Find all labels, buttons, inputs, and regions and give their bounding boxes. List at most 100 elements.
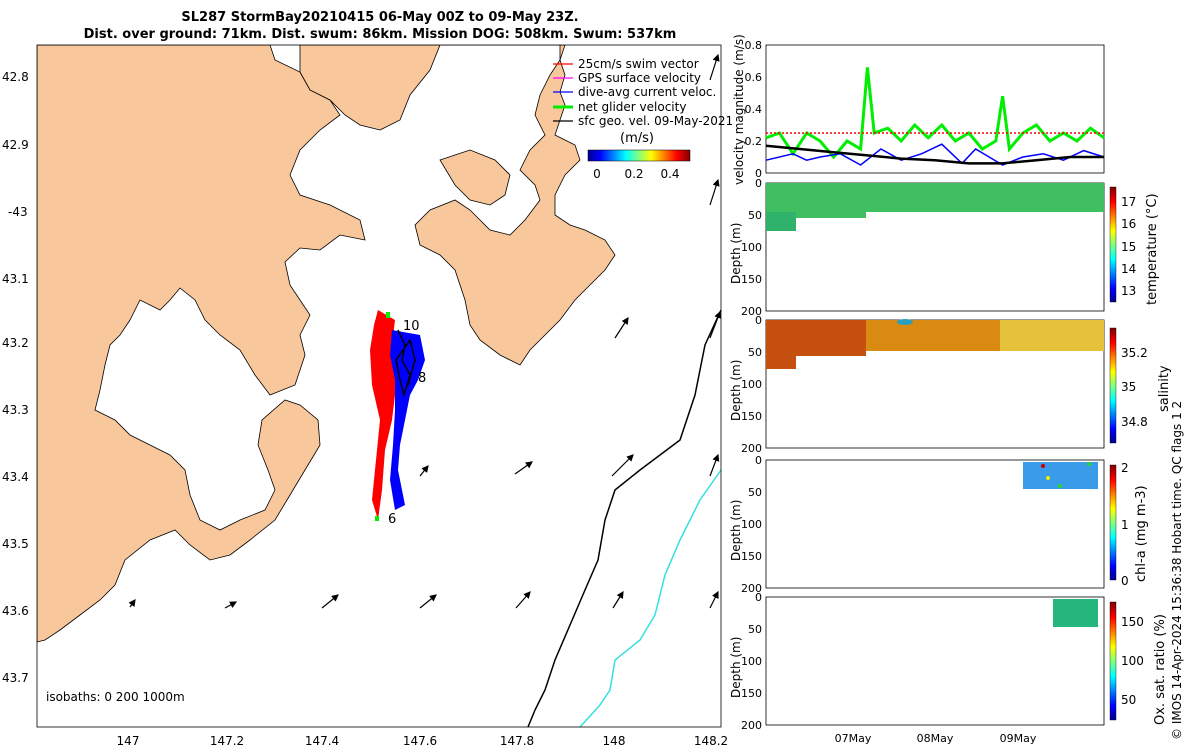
map-x-ticks: 147 147.2 147.4 147.6 147.8 148 148.2 bbox=[117, 734, 729, 748]
chla-spot bbox=[1058, 484, 1062, 488]
map-colorbar-tick-0: 0 bbox=[593, 167, 601, 181]
svg-text:50: 50 bbox=[748, 346, 762, 359]
series-line-dive-avg-current bbox=[765, 143, 1105, 166]
vel-y-tick: 0.2 bbox=[745, 135, 763, 148]
temperature-data bbox=[766, 183, 1104, 231]
svg-text:0: 0 bbox=[755, 177, 762, 190]
time-x-tick: 08May bbox=[917, 732, 954, 745]
salinity-colorbar-ticks: 35.2 35 34.8 bbox=[1121, 346, 1148, 429]
temperature-data-deep bbox=[766, 212, 796, 231]
map-colorbar-tick-2: 0.4 bbox=[660, 167, 679, 181]
figure-title-line2: Dist. over ground: 71km. Dist. swum: 86k… bbox=[83, 27, 677, 42]
temperature-colorbar bbox=[1109, 186, 1117, 303]
svg-text:14: 14 bbox=[1121, 262, 1136, 276]
map-x-tick: 148 bbox=[603, 734, 626, 748]
chla-spot bbox=[1041, 464, 1045, 468]
svg-text:34.8: 34.8 bbox=[1121, 415, 1148, 429]
oxygen-colorbar-ticks: 150 100 50 bbox=[1121, 615, 1144, 707]
svg-text:50: 50 bbox=[1121, 693, 1136, 707]
temperature-y-ticks: 0 50 100 150 200 bbox=[741, 177, 762, 318]
salinity-ylabel: Depth (m) bbox=[729, 360, 743, 421]
series-line-sfc-geo-vel- bbox=[765, 144, 1104, 165]
legend-item-diveavg: dive-avg current veloc. bbox=[553, 85, 716, 99]
chla-colorbar-ticks: 2 1 0 bbox=[1121, 461, 1129, 588]
land-north-island bbox=[299, 45, 441, 131]
map-x-tick: 147.2 bbox=[210, 734, 244, 748]
vel-y-tick: 0.4 bbox=[745, 103, 763, 116]
svg-text:100: 100 bbox=[741, 241, 762, 254]
salinity-y-ticks: 0 50 100 150 200 bbox=[741, 314, 762, 455]
chla-y-ticks: 0 50 100 150 200 bbox=[741, 454, 762, 595]
oxygen-data bbox=[1053, 599, 1098, 627]
time-x-ticks: 07May 08May 09May bbox=[835, 732, 1037, 745]
land-inner-peninsula bbox=[439, 149, 511, 206]
land-layer bbox=[37, 45, 616, 643]
oxygen-panel: 0 50 100 150 200 Depth (m) 150 100 50 Ox… bbox=[729, 591, 1168, 745]
svg-text:13: 13 bbox=[1121, 284, 1136, 298]
map-y-tick: 43.3 bbox=[2, 403, 29, 417]
temperature-ylabel: Depth (m) bbox=[729, 223, 743, 284]
map-x-tick: 147.8 bbox=[500, 734, 534, 748]
map-y-tick: -43 bbox=[8, 205, 28, 219]
time-x-tick: 07May bbox=[835, 732, 872, 745]
temperature-colorbar-ticks: 17 16 15 14 13 bbox=[1121, 195, 1136, 298]
isobath-200m bbox=[527, 309, 722, 728]
svg-text:17: 17 bbox=[1121, 195, 1136, 209]
day-label-6: 6 bbox=[388, 512, 396, 527]
svg-text:200: 200 bbox=[741, 442, 762, 455]
svg-text:150: 150 bbox=[741, 550, 762, 563]
salinity-data-yellow bbox=[1000, 320, 1104, 351]
map-y-tick: 43.1 bbox=[2, 272, 29, 286]
oxygen-colorbar bbox=[1109, 601, 1117, 721]
map-y-tick: 43.2 bbox=[2, 336, 29, 350]
temperature-colorbar-label: temperature (°C) bbox=[1145, 193, 1160, 305]
salinity-colorbar bbox=[1109, 327, 1117, 444]
svg-text:sfc geo. vel. 09-May-2021: sfc geo. vel. 09-May-2021 bbox=[578, 114, 733, 128]
oxygen-colorbar-label: Ox. sat. ratio (%) bbox=[1153, 614, 1168, 725]
time-x-tick: 09May bbox=[1000, 732, 1037, 745]
svg-text:dive-avg current veloc.: dive-avg current veloc. bbox=[578, 85, 716, 99]
chla-colorbar bbox=[1109, 464, 1117, 581]
svg-text:200: 200 bbox=[741, 582, 762, 595]
map-x-tick: 147.4 bbox=[305, 734, 339, 748]
glider-track bbox=[370, 310, 425, 521]
map-y-tick: 42.9 bbox=[2, 138, 29, 152]
svg-text:0: 0 bbox=[755, 591, 762, 604]
svg-text:150: 150 bbox=[741, 273, 762, 286]
map-y-tick: 42.8 bbox=[2, 70, 29, 84]
map-x-tick: 147 bbox=[117, 734, 140, 748]
svg-text:35.2: 35.2 bbox=[1121, 346, 1148, 360]
chla-spot bbox=[1046, 476, 1050, 480]
svg-text:150: 150 bbox=[1121, 615, 1144, 629]
legend-item-sfcgeo: sfc geo. vel. 09-May-2021 bbox=[553, 114, 733, 128]
map-y-ticks: 42.8 42.9 -43 43.1 43.2 43.3 43.4 43.5 4… bbox=[2, 70, 29, 685]
svg-text:150: 150 bbox=[741, 687, 762, 700]
net-velocity-marker-end bbox=[375, 516, 379, 521]
svg-text:16: 16 bbox=[1121, 217, 1136, 231]
map-y-tick: 43.6 bbox=[2, 604, 29, 618]
sfc-geo-velocity-arrows bbox=[128, 53, 722, 609]
swim-vectors-red bbox=[370, 310, 398, 520]
map-colorbar bbox=[587, 149, 691, 162]
figure-title-line1: SL287 StormBay20210415 06-May 00Z to 09-… bbox=[181, 10, 579, 25]
chla-ylabel: Depth (m) bbox=[729, 500, 743, 561]
map-x-tick: 148.2 bbox=[694, 734, 728, 748]
svg-text:50: 50 bbox=[748, 209, 762, 222]
imos-credit: © IMOS 14-Apr-2024 15:36:38 Hobart time.… bbox=[1170, 400, 1184, 740]
svg-text:0: 0 bbox=[755, 314, 762, 327]
svg-text:net glider velocity: net glider velocity bbox=[578, 100, 686, 114]
velocity-y-ticks: 0 0.2 0.4 0.6 0.8 bbox=[745, 39, 763, 180]
salinity-data-deep bbox=[766, 320, 866, 369]
chla-colorbar-label: chl-a (mg m-3) bbox=[1134, 485, 1149, 582]
legend-item-net: net glider velocity bbox=[553, 100, 686, 114]
velocity-panel: 0 0.2 0.4 0.6 0.8 velocity magnitude (m/… bbox=[732, 34, 1105, 185]
svg-text:35: 35 bbox=[1121, 380, 1136, 394]
day-label-8: 8 bbox=[418, 371, 426, 386]
legend-item-gps: GPS surface velocity bbox=[553, 71, 701, 85]
svg-text:150: 150 bbox=[741, 410, 762, 423]
land-west bbox=[37, 45, 366, 643]
isobath-label: isobaths: 0 200 1000m bbox=[46, 690, 185, 704]
svg-text:100: 100 bbox=[741, 655, 762, 668]
svg-text:50: 50 bbox=[748, 623, 762, 636]
